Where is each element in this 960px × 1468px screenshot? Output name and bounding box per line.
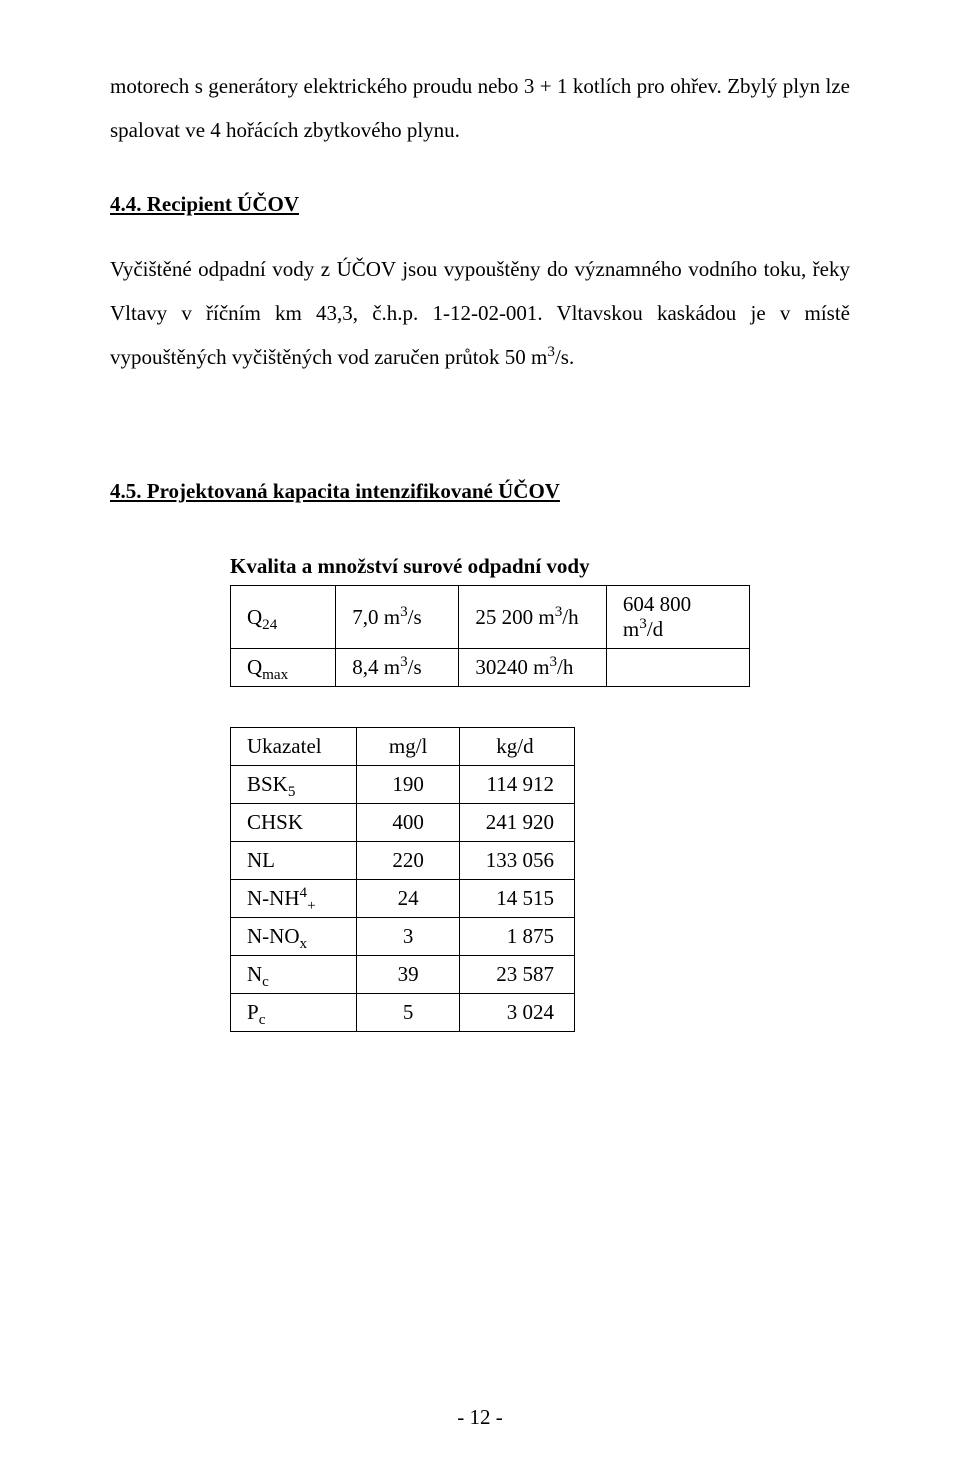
param-name-cell: N-NH4+ xyxy=(231,880,357,918)
flow-day-cell-empty xyxy=(606,649,749,687)
flow-rate-cell: 7,0 m3/s xyxy=(336,586,459,649)
intro-paragraph: motorech s generátory elektrického proud… xyxy=(110,64,850,152)
para-4-4-tail: /s. xyxy=(555,345,574,369)
flow-label-sub: max xyxy=(262,668,288,684)
param-mgl-cell: 220 xyxy=(357,842,459,880)
table-row: Nc 39 23 587 xyxy=(231,956,575,994)
flow-table: Q24 7,0 m3/s 25 200 m3/h 604 800 m3/d Qm… xyxy=(230,585,750,687)
param-mgl-cell: 5 xyxy=(357,994,459,1032)
table-row: N-NOx 3 1 875 xyxy=(231,918,575,956)
flow-label-cell: Qmax xyxy=(231,649,336,687)
table-row: Pc 5 3 024 xyxy=(231,994,575,1032)
table-row: CHSK 400 241 920 xyxy=(231,804,575,842)
param-name-cell: Nc xyxy=(231,956,357,994)
param-kgd-cell: 241 920 xyxy=(459,804,574,842)
param-mgl-cell: 3 xyxy=(357,918,459,956)
col-kgd: kg/d xyxy=(459,728,574,766)
paragraph-4-4: Vyčištěné odpadní vody z ÚČOV jsou vypou… xyxy=(110,247,850,379)
table-row: BSK5 190 114 912 xyxy=(231,766,575,804)
param-kgd-cell: 23 587 xyxy=(459,956,574,994)
flow-label-cell: Q24 xyxy=(231,586,336,649)
table-row: N-NH4+ 24 14 515 xyxy=(231,880,575,918)
params-table: Ukazatel mg/l kg/d BSK5 190 114 912 CHSK… xyxy=(230,727,575,1032)
flow-day-cell: 604 800 m3/d xyxy=(606,586,749,649)
param-kgd-cell: 133 056 xyxy=(459,842,574,880)
page-number: - 12 - xyxy=(0,1405,960,1430)
flow-hour-cell: 25 200 m3/h xyxy=(459,586,607,649)
param-mgl-cell: 39 xyxy=(357,956,459,994)
param-kgd-cell: 114 912 xyxy=(459,766,574,804)
param-name-cell: N-NOx xyxy=(231,918,357,956)
para-4-4-sup: 3 xyxy=(547,344,555,360)
param-name-cell: NL xyxy=(231,842,357,880)
page: motorech s generátory elektrického proud… xyxy=(0,0,960,1468)
table-row: NL 220 133 056 xyxy=(231,842,575,880)
flow-hour-cell: 30240 m3/h xyxy=(459,649,607,687)
para-4-4-text: Vyčištěné odpadní vody z ÚČOV jsou vypou… xyxy=(110,257,850,369)
heading-4-5: 4.5. Projektovaná kapacita intenzifikova… xyxy=(110,479,850,504)
param-kgd-cell: 1 875 xyxy=(459,918,574,956)
table-header-row: Ukazatel mg/l kg/d xyxy=(231,728,575,766)
param-mgl-cell: 190 xyxy=(357,766,459,804)
param-name-cell: CHSK xyxy=(231,804,357,842)
table-row: Qmax 8,4 m3/s 30240 m3/h xyxy=(231,649,750,687)
flow-table-title: Kvalita a množství surové odpadní vody xyxy=(230,554,850,579)
param-name-cell: BSK5 xyxy=(231,766,357,804)
param-kgd-cell: 3 024 xyxy=(459,994,574,1032)
param-kgd-cell: 14 515 xyxy=(459,880,574,918)
flow-label: Q xyxy=(247,655,262,679)
col-ukazatel: Ukazatel xyxy=(231,728,357,766)
flow-label-sub: 24 xyxy=(262,617,277,633)
flow-label: Q xyxy=(247,605,262,629)
param-name-cell: Pc xyxy=(231,994,357,1032)
table-row: Q24 7,0 m3/s 25 200 m3/h 604 800 m3/d xyxy=(231,586,750,649)
param-mgl-cell: 24 xyxy=(357,880,459,918)
flow-rate-cell: 8,4 m3/s xyxy=(336,649,459,687)
heading-4-4: 4.4. Recipient ÚČOV xyxy=(110,192,850,217)
param-mgl-cell: 400 xyxy=(357,804,459,842)
col-mgl: mg/l xyxy=(357,728,459,766)
